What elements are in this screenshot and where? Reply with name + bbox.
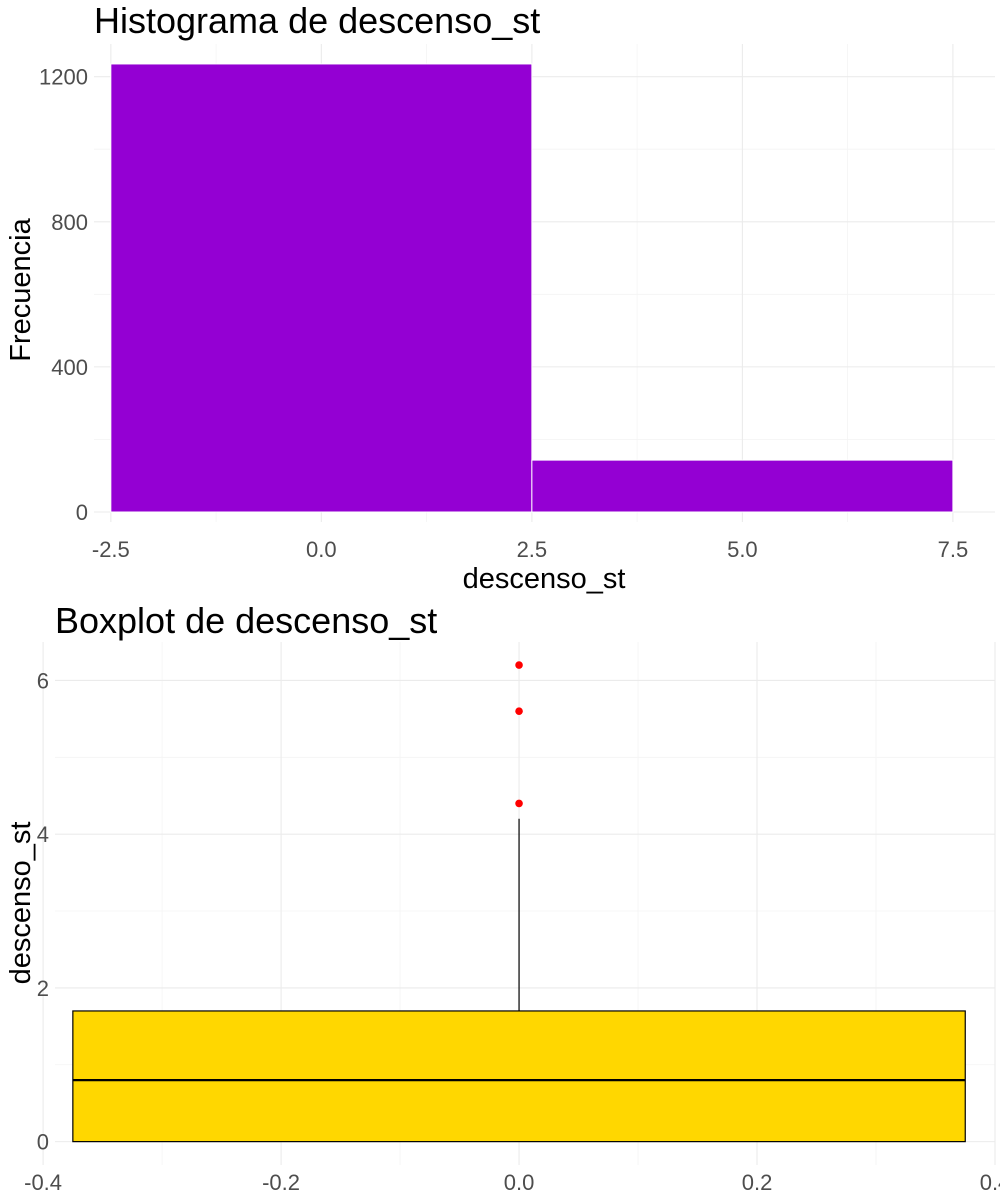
histogram-x-tick-label: -2.5: [92, 537, 130, 562]
histogram-x-tick-label: 5.0: [727, 537, 758, 562]
histogram-y-tick-label: 0: [76, 500, 88, 525]
boxplot-panel: Boxplot de descenso_st -0.4 -0.2 0.0 0.2 0.4…: [5, 600, 1000, 1195]
histogram-bar: [531, 459, 954, 513]
histogram-x-tick-label: 7.5: [938, 537, 969, 562]
boxplot-box: [72, 1010, 966, 1143]
histogram-y-tick-label: 400: [51, 355, 88, 380]
boxplot-outlier-point: [515, 661, 523, 669]
boxplot-title: Boxplot de descenso_st: [55, 600, 437, 641]
histogram-bar: [110, 63, 533, 513]
boxplot-outlier-point: [515, 799, 523, 808]
histogram-x-axis-title: descenso_st: [463, 563, 626, 595]
histogram-x-tick-label: 2.5: [517, 537, 548, 562]
boxplot-y-tick-label: 0: [37, 1130, 49, 1155]
boxplot-x-tick-label: 0.2: [742, 1170, 773, 1195]
histogram-panel: Histograma de descenso_st -2.5 0.0 2.5 5.0 7…: [5, 0, 995, 595]
histogram-title: Histograma de descenso_st: [94, 0, 540, 41]
boxplot-y-ticks: 0 2 4 6: [37, 668, 49, 1154]
boxplot-x-tick-label: 0.0: [504, 1170, 535, 1195]
boxplot-y-tick-label: 2: [37, 976, 49, 1001]
boxplot-marks: [72, 661, 966, 1143]
histogram-y-tick-label: 800: [51, 210, 88, 235]
boxplot-x-ticks: -0.4 -0.2 0.0 0.2 0.4: [24, 1170, 1000, 1195]
histogram-bars: [110, 63, 954, 513]
histogram-y-ticks: 0 400 800 1200: [39, 65, 88, 525]
histogram-y-axis-title: Frecuencia: [5, 217, 37, 361]
boxplot-x-tick-label: -0.4: [24, 1170, 62, 1195]
boxplot-y-axis-title: descenso_st: [5, 822, 37, 985]
boxplot-x-tick-label: -0.2: [262, 1170, 300, 1195]
histogram-y-tick-label: 1200: [39, 65, 88, 90]
histogram-x-tick-label: 0.0: [306, 537, 337, 562]
boxplot-x-tick-label: 0.4: [980, 1170, 1000, 1195]
boxplot-outlier-point: [515, 707, 523, 715]
boxplot-y-tick-label: 4: [37, 822, 49, 847]
histogram-x-ticks: -2.5 0.0 2.5 5.0 7.5: [92, 537, 968, 562]
boxplot-y-tick-label: 6: [37, 668, 49, 693]
